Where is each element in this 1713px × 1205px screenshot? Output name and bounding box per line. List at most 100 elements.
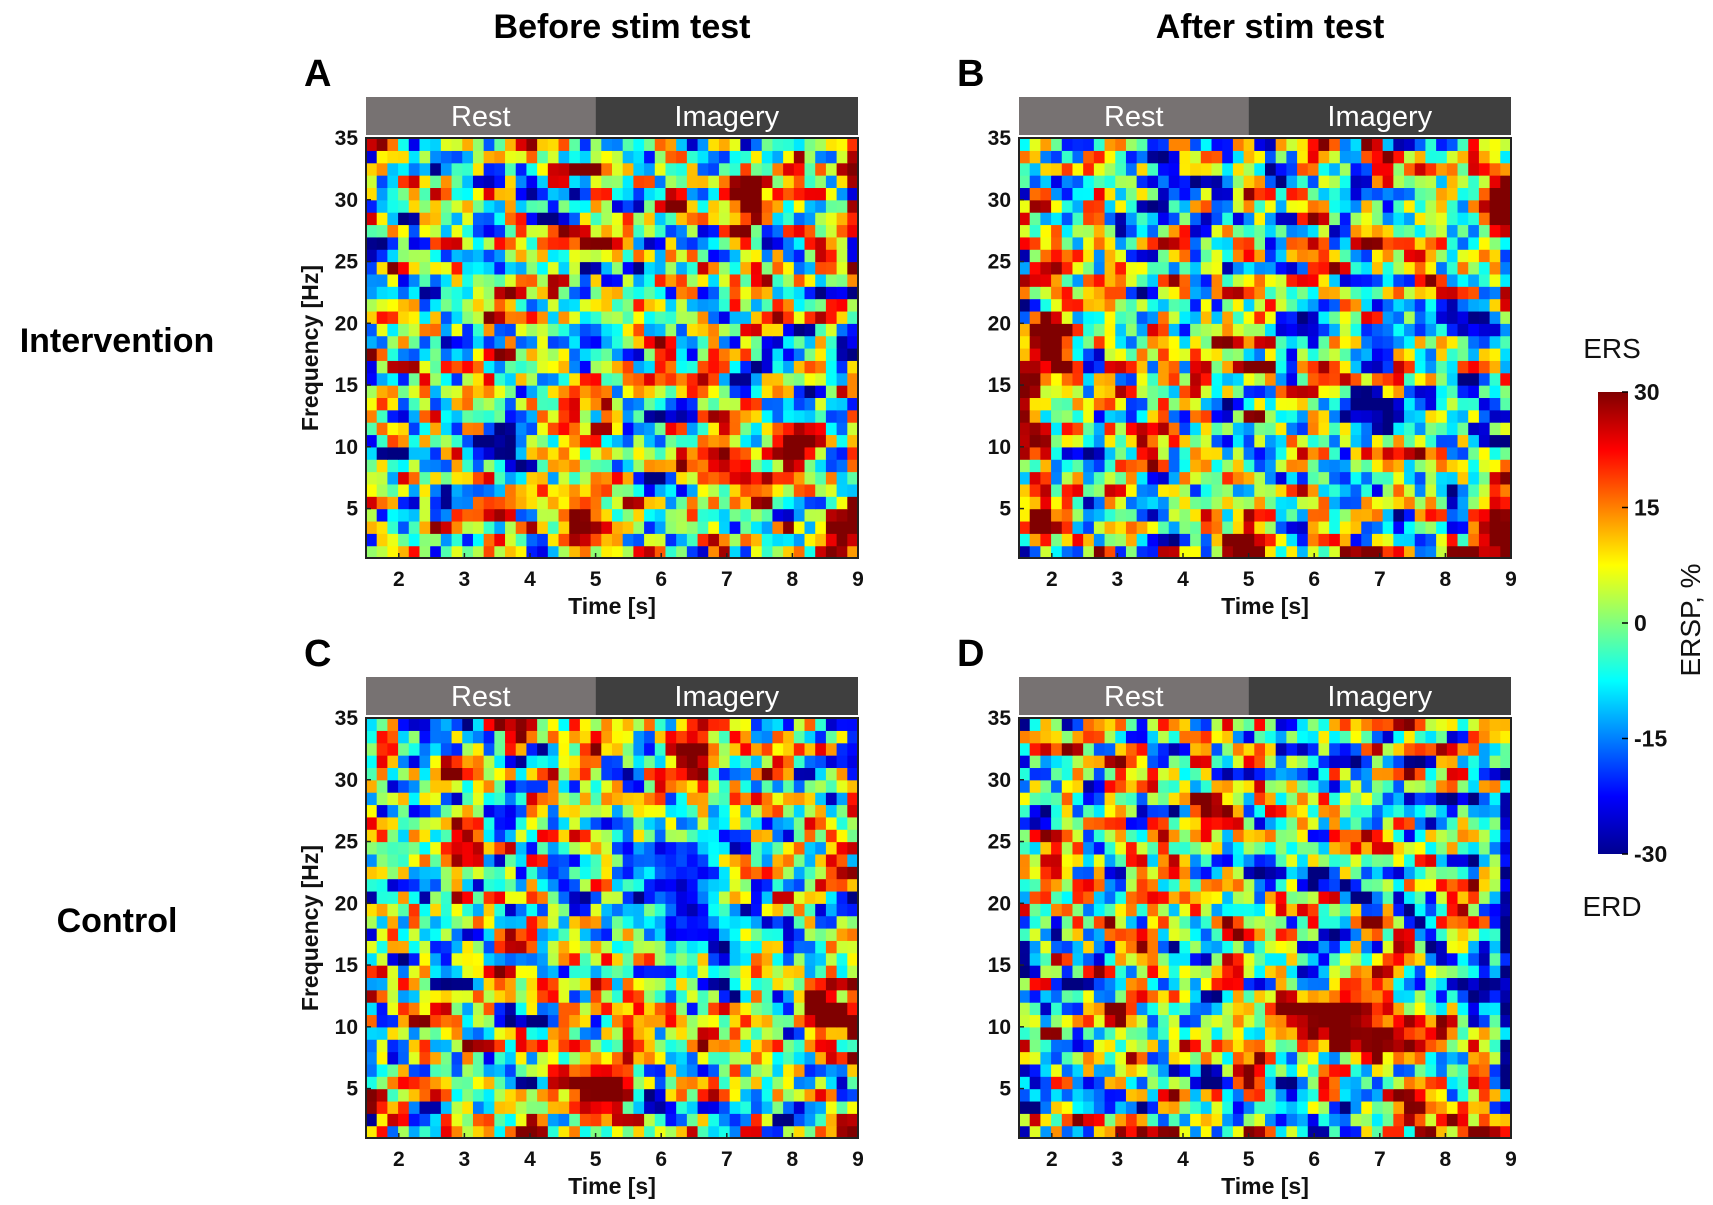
heatmap-cell xyxy=(847,977,859,991)
heatmap-cell xyxy=(665,360,677,374)
heatmap-cell xyxy=(515,755,528,769)
heatmap-cell xyxy=(515,1051,528,1065)
heatmap-cell xyxy=(847,175,859,189)
heatmap-cell xyxy=(1436,1113,1448,1127)
heatmap-cell xyxy=(558,348,570,361)
heatmap-cell xyxy=(1286,310,1298,324)
heatmap-cell xyxy=(622,1088,634,1102)
heatmap-cell xyxy=(665,952,677,966)
heatmap-cell xyxy=(398,520,410,534)
heatmap-cell xyxy=(1222,385,1234,399)
heatmap-cell xyxy=(1051,249,1063,263)
heatmap-cell xyxy=(1136,385,1148,399)
heatmap-cell xyxy=(622,310,634,324)
heatmap-cell xyxy=(569,742,581,756)
heatmap-cells xyxy=(1019,718,1512,1139)
heatmap-cell xyxy=(387,150,399,164)
heatmap-cell xyxy=(1361,520,1373,534)
heatmap-cell xyxy=(1019,348,1031,361)
heatmap-cell xyxy=(569,533,581,547)
heatmap-cell xyxy=(1414,545,1427,559)
heatmap-cell xyxy=(1457,434,1469,448)
heatmap-cell xyxy=(783,1100,795,1114)
heatmap-cell xyxy=(1404,224,1416,238)
heatmap-cell xyxy=(547,298,560,312)
heatmap-cell xyxy=(633,866,645,880)
heatmap-cell xyxy=(376,792,388,806)
heatmap-cell xyxy=(1500,446,1512,460)
heatmap-cell xyxy=(729,187,741,201)
heatmap-cell xyxy=(1275,385,1287,399)
heatmap-cell xyxy=(387,348,399,361)
heatmap-cell xyxy=(472,1002,485,1016)
heatmap-cell xyxy=(1457,273,1469,287)
heatmap-cell xyxy=(1446,496,1459,510)
heatmap-cell xyxy=(579,175,592,189)
heatmap-cell xyxy=(836,459,848,473)
heatmap-cell xyxy=(1404,348,1416,361)
heatmap-cell xyxy=(1158,162,1170,176)
heatmap-cell xyxy=(1371,348,1384,361)
heatmap-cell xyxy=(1093,273,1106,287)
heatmap-cell xyxy=(1211,496,1223,510)
heatmap-cell xyxy=(1446,162,1459,176)
heatmap-cell xyxy=(462,459,474,473)
heatmap-cell xyxy=(1489,236,1501,250)
heatmap-cell xyxy=(1136,422,1148,436)
heatmap-cell xyxy=(515,742,528,756)
heatmap-cell xyxy=(1190,360,1202,374)
heatmap-cell xyxy=(419,890,431,904)
heatmap-cell xyxy=(1136,261,1148,275)
heatmap-cell xyxy=(1457,533,1469,547)
heatmap-cell xyxy=(633,1039,645,1053)
heatmap-cell xyxy=(697,199,709,213)
heatmap-cell xyxy=(1371,310,1384,324)
heatmap-cell xyxy=(633,1026,645,1040)
heatmap-cell xyxy=(847,409,859,423)
heatmap-cell xyxy=(408,212,421,226)
heatmap-cell xyxy=(462,273,474,287)
heatmap-cell xyxy=(1093,1088,1106,1102)
heatmap-cell xyxy=(558,162,570,176)
heatmap-cell xyxy=(398,878,410,892)
heatmap-cell xyxy=(1329,335,1341,349)
heatmap-cell xyxy=(708,249,720,263)
heatmap-cell xyxy=(847,348,859,361)
heatmap-cell xyxy=(1307,545,1320,559)
heatmap-cell xyxy=(1179,533,1191,547)
heatmap-cell xyxy=(1339,1113,1352,1127)
heatmap-cell xyxy=(1115,459,1127,473)
heatmap-cell xyxy=(772,841,784,855)
heatmap-cell xyxy=(1425,138,1437,151)
heatmap-cell xyxy=(1446,1125,1459,1139)
heatmap-cell xyxy=(601,816,613,830)
heatmap-cell xyxy=(1222,249,1234,263)
heatmap-cell xyxy=(1254,459,1266,473)
heatmap-cell xyxy=(1393,1088,1405,1102)
heatmap-cell xyxy=(472,385,485,399)
heatmap-cell xyxy=(751,533,763,547)
heatmap-cell xyxy=(387,792,399,806)
heatmap-cell xyxy=(1243,372,1255,386)
heatmap-cell xyxy=(1265,138,1277,151)
heatmap-cell xyxy=(1339,175,1352,189)
heatmap-cell xyxy=(1318,199,1330,213)
heatmap-cell xyxy=(1414,298,1427,312)
heatmap-cell xyxy=(1329,471,1341,485)
heatmap-cell xyxy=(366,1051,378,1065)
heatmap-cell xyxy=(1457,1113,1469,1127)
heatmap-cell xyxy=(1168,446,1181,460)
heatmap-cell xyxy=(1489,446,1501,460)
heatmap-cell xyxy=(1414,1113,1427,1127)
heatmap-cell xyxy=(686,236,699,250)
heatmap-cell xyxy=(612,866,624,880)
heatmap-cell xyxy=(697,236,709,250)
heatmap-cell xyxy=(825,1051,838,1065)
heatmap-cell xyxy=(1147,323,1159,337)
heatmap-cell xyxy=(505,150,517,164)
heatmap-cell xyxy=(1222,446,1234,460)
heatmap-cell xyxy=(472,1088,485,1102)
heatmap-cell xyxy=(1051,1100,1063,1114)
heatmap-cell xyxy=(1136,1088,1148,1102)
heatmap-cell xyxy=(472,965,485,979)
